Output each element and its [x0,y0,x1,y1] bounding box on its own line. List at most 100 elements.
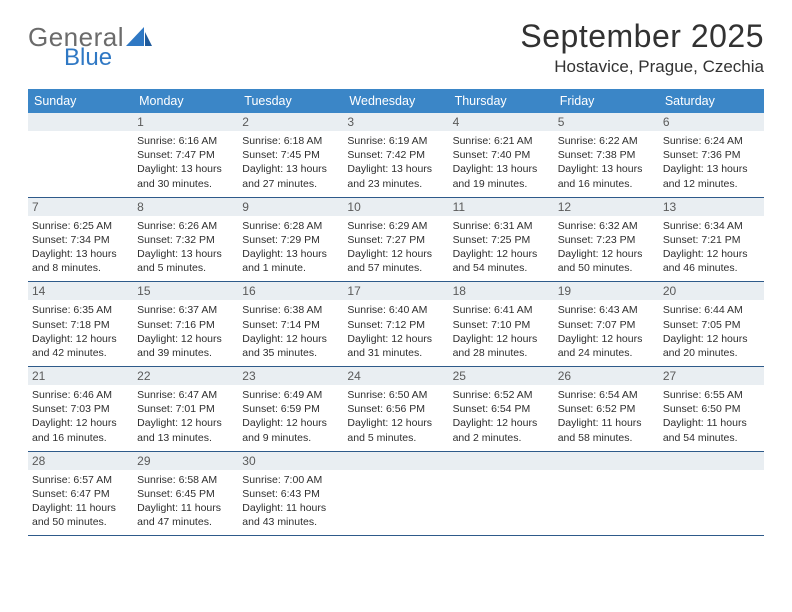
info-line: Sunrise: 6:47 AM [137,388,234,402]
calendar-cell: 18Sunrise: 6:41 AMSunset: 7:10 PMDayligh… [449,282,554,366]
info-line: Sunset: 7:12 PM [347,318,444,332]
day-info: Sunrise: 6:50 AMSunset: 6:56 PMDaylight:… [347,388,444,445]
day-number: 7 [28,198,133,216]
info-line: Sunrise: 6:16 AM [137,134,234,148]
day-number: 20 [659,282,764,300]
info-line: Daylight: 12 hours [347,332,444,346]
info-line: Daylight: 13 hours [453,162,550,176]
day-number: 10 [343,198,448,216]
info-line: Daylight: 12 hours [242,332,339,346]
calendar-cell [554,452,659,536]
info-line: and 16 minutes. [32,431,129,445]
day-info: Sunrise: 6:28 AMSunset: 7:29 PMDaylight:… [242,219,339,276]
calendar-cell: 13Sunrise: 6:34 AMSunset: 7:21 PMDayligh… [659,198,764,282]
day-info: Sunrise: 6:24 AMSunset: 7:36 PMDaylight:… [663,134,760,191]
info-line: Sunset: 7:18 PM [32,318,129,332]
day-number: 1 [133,113,238,131]
info-line: Sunrise: 7:00 AM [242,473,339,487]
info-line: and 47 minutes. [137,515,234,529]
calendar-cell: 1Sunrise: 6:16 AMSunset: 7:47 PMDaylight… [133,113,238,197]
info-line: and 13 minutes. [137,431,234,445]
info-line: and 20 minutes. [663,346,760,360]
calendar-cell: 22 Sunrise: 6:47 AMSunset: 7:01 PMDayligh… [133,367,238,451]
calendar-cell: 26Sunrise: 6:54 AMSunset: 6:52 PMDayligh… [554,367,659,451]
info-line: Sunset: 7:45 PM [242,148,339,162]
info-line: Sunset: 6:43 PM [242,487,339,501]
calendar-week: 14Sunrise: 6:35 AMSunset: 7:18 PMDayligh… [28,282,764,367]
info-line: Sunset: 6:47 PM [32,487,129,501]
day-info: Sunrise: 6:43 AMSunset: 7:07 PMDaylight:… [558,303,655,360]
info-line: Daylight: 12 hours [242,416,339,430]
calendar-week: 7 Sunrise: 6:25 AMSunset: 7:34 PMDaylight… [28,198,764,283]
info-line: Sunset: 6:56 PM [347,402,444,416]
calendar-cell: 23Sunrise: 6:49 AMSunset: 6:59 PMDayligh… [238,367,343,451]
day-info: Sunrise: 6:52 AMSunset: 6:54 PMDaylight:… [453,388,550,445]
info-line: Sunset: 7:42 PM [347,148,444,162]
info-line: Sunrise: 6:38 AM [242,303,339,317]
day-info: Sunrise: 6:22 AMSunset: 7:38 PMDaylight:… [558,134,655,191]
info-line: Daylight: 12 hours [453,332,550,346]
day-number: 22 [133,367,238,385]
day-number [28,113,133,131]
info-line: Daylight: 13 hours [137,247,234,261]
day-info: Sunrise: 6:35 AMSunset: 7:18 PMDaylight:… [32,303,129,360]
weekday-label: Monday [133,89,238,113]
day-info: Sunrise: 6:57 AMSunset: 6:47 PMDaylight:… [32,473,129,530]
info-line: Daylight: 12 hours [32,332,129,346]
info-line: Sunrise: 6:34 AM [663,219,760,233]
info-line: Sunset: 6:54 PM [453,402,550,416]
day-info: Sunrise: 6:37 AMSunset: 7:16 PMDaylight:… [137,303,234,360]
day-info: Sunrise: 6:32 AMSunset: 7:23 PMDaylight:… [558,219,655,276]
info-line: Sunset: 7:01 PM [137,402,234,416]
info-line: and 42 minutes. [32,346,129,360]
day-info: Sunrise: 6:47 AMSunset: 7:01 PMDaylight:… [137,388,234,445]
day-number: 19 [554,282,659,300]
info-line: Sunrise: 6:46 AM [32,388,129,402]
info-line: and 5 minutes. [347,431,444,445]
info-line: and 9 minutes. [242,431,339,445]
info-line: Sunrise: 6:43 AM [558,303,655,317]
calendar-week: 21Sunrise: 6:46 AMSunset: 7:03 PMDayligh… [28,367,764,452]
info-line: Sunset: 7:47 PM [137,148,234,162]
calendar-cell: 29Sunrise: 6:58 AMSunset: 6:45 PMDayligh… [133,452,238,536]
calendar-cell: 7 Sunrise: 6:25 AMSunset: 7:34 PMDaylight… [28,198,133,282]
day-info: Sunrise: 6:25 AMSunset: 7:34 PMDaylight:… [32,219,129,276]
day-info: Sunrise: 6:49 AMSunset: 6:59 PMDaylight:… [242,388,339,445]
info-line: Sunset: 7:05 PM [663,318,760,332]
day-info: Sunrise: 6:34 AMSunset: 7:21 PMDaylight:… [663,219,760,276]
info-line: Sunset: 7:38 PM [558,148,655,162]
info-line: Sunset: 7:21 PM [663,233,760,247]
info-line: Sunrise: 6:57 AM [32,473,129,487]
day-info: Sunrise: 6:41 AMSunset: 7:10 PMDaylight:… [453,303,550,360]
info-line: and 19 minutes. [453,177,550,191]
info-line: Daylight: 12 hours [558,332,655,346]
calendar-cell: 27Sunrise: 6:55 AMSunset: 6:50 PMDayligh… [659,367,764,451]
info-line: and 58 minutes. [558,431,655,445]
info-line: and 54 minutes. [663,431,760,445]
info-line: Sunset: 6:50 PM [663,402,760,416]
location: Hostavice, Prague, Czechia [520,57,764,77]
info-line: Daylight: 13 hours [663,162,760,176]
calendar-cell: 30Sunrise: 7:00 AMSunset: 6:43 PMDayligh… [238,452,343,536]
info-line: Daylight: 12 hours [453,247,550,261]
info-line: and 35 minutes. [242,346,339,360]
day-number: 17 [343,282,448,300]
info-line: and 1 minute. [242,261,339,275]
info-line: and 28 minutes. [453,346,550,360]
info-line: Daylight: 13 hours [558,162,655,176]
info-line: Daylight: 13 hours [32,247,129,261]
day-info: Sunrise: 6:31 AMSunset: 7:25 PMDaylight:… [453,219,550,276]
calendar-cell: 2Sunrise: 6:18 AMSunset: 7:45 PMDaylight… [238,113,343,197]
info-line: Daylight: 12 hours [558,247,655,261]
day-info: Sunrise: 6:29 AMSunset: 7:27 PMDaylight:… [347,219,444,276]
info-line: Sunset: 7:16 PM [137,318,234,332]
day-number: 28 [28,452,133,470]
day-info: Sunrise: 6:26 AMSunset: 7:32 PMDaylight:… [137,219,234,276]
info-line: Sunset: 7:40 PM [453,148,550,162]
day-number: 12 [554,198,659,216]
logo-text-blue: Blue [64,46,152,70]
info-line: and 46 minutes. [663,261,760,275]
calendar-cell: 12 Sunrise: 6:32 AMSunset: 7:23 PMDayligh… [554,198,659,282]
weekday-label: Wednesday [343,89,448,113]
info-line: and 5 minutes. [137,261,234,275]
